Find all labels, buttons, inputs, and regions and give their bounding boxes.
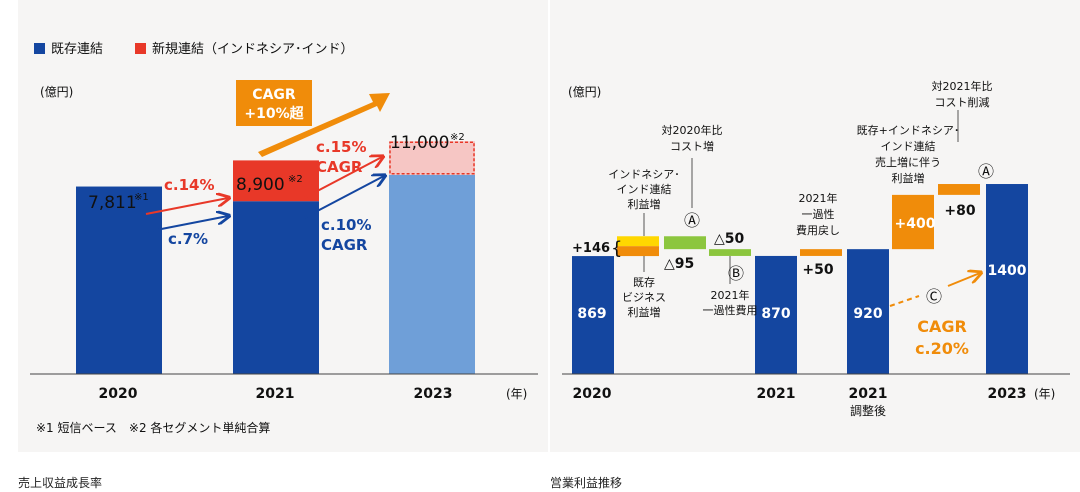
year-unit: (年) [1034, 387, 1055, 401]
step-label-plus146: +146 [572, 241, 610, 256]
label-c10-cagr: CAGR [321, 236, 368, 254]
cagr-value: c.20% [915, 339, 969, 358]
total-label-2023: 11,000 [390, 133, 449, 153]
note-indonesia-3: 利益増 [628, 197, 661, 211]
x-tick-2023: 2023 [988, 386, 1027, 402]
x-tick-2020: 2020 [573, 386, 612, 402]
bar-2021-adjusted [847, 249, 889, 374]
note-sales-2: インド連結 [881, 139, 936, 153]
cagr-arrow-dashed [889, 295, 920, 307]
x-tick-2021: 2021 [256, 386, 295, 402]
bar-2023-new-outline [389, 141, 475, 175]
label-c15: c.15% [316, 138, 367, 156]
legend-swatch-new [135, 43, 146, 54]
note-reversal-1: 2021年 [799, 191, 838, 205]
legend-label-existing: 既存連結 [51, 42, 103, 57]
x-tick-2023: 2023 [414, 386, 453, 402]
bar-value-2020: 869 [577, 306, 606, 322]
bar-new-2023 [389, 141, 475, 175]
note-indonesia-2: インド連結 [617, 182, 672, 196]
label-c7: c.7% [168, 230, 208, 248]
step-label-plus80: +80 [944, 203, 975, 219]
total-note-2020: ※1 [134, 192, 149, 203]
bar-existing-2021 [233, 201, 319, 374]
marker-a-right: Ⓐ [978, 162, 994, 181]
unit-label: (億円) [568, 85, 601, 99]
note-cost-2: コスト増 [670, 140, 714, 153]
bar-value-2021-adjusted: 920 [853, 306, 882, 322]
step-label-plus400: +400 [895, 216, 936, 232]
total-note-2023: ※2 [450, 132, 465, 143]
step-label-minus95: △95 [664, 256, 694, 272]
cagr-arrow-head [947, 273, 980, 287]
brace-glyph: { [611, 238, 622, 259]
total-note-2021: ※2 [288, 174, 303, 185]
note-one-time-1: 2021年 [711, 288, 750, 302]
step-one-time-reversal [800, 249, 842, 256]
caption-operating-profit: 営業利益推移 [550, 476, 623, 490]
revenue-chart-panel: 既存連結 新規連結（インドネシア･インド） (億円) 2020 2021 202… [18, 0, 548, 452]
x-tick-2021-adjusted: 2021 [849, 386, 888, 402]
unit-label: (億円) [40, 85, 73, 99]
note-business-3: 利益増 [628, 305, 661, 319]
operating-profit-chart-panel: (億円) 869 870 920 1400 2020 2021 2021 調整後… [550, 0, 1080, 452]
total-label-2021: 8,900 [236, 175, 285, 195]
step-one-time-expense [709, 249, 751, 256]
note-sales-4: 利益増 [892, 171, 925, 185]
step-cost-increase [664, 236, 706, 250]
bar-2023 [986, 184, 1028, 374]
bar-2021 [755, 255, 797, 374]
step-sales-increase [892, 194, 934, 250]
cagr-badge-line1: CAGR [252, 87, 296, 103]
bar-value-2021: 870 [761, 306, 790, 322]
label-c14: c.14% [164, 176, 215, 194]
bar-2020 [572, 256, 614, 374]
legend-label-new: 新規連結（インドネシア･インド） [152, 41, 354, 57]
x-tick-2021: 2021 [757, 386, 796, 402]
step-cost-reduction [938, 184, 980, 195]
note-reversal-2: 一過性 [802, 207, 835, 221]
note-business-2: ビジネス [622, 291, 666, 304]
note-sales-3: 売上増に伴う [875, 156, 941, 169]
x-tick-adjusted-sublabel: 調整後 [850, 403, 886, 418]
marker-a-left: Ⓐ [684, 211, 700, 230]
note-cost-cut-1: 対2021年比 [932, 79, 993, 93]
x-tick-2020: 2020 [99, 386, 138, 402]
revenue-chart: 既存連結 新規連結（インドネシア･インド） (億円) 2020 2021 202… [30, 41, 538, 435]
note-sales-1: 既存+インドネシア･ [857, 123, 960, 137]
bar-existing-2020 [76, 186, 162, 374]
step-label-minus50: △50 [714, 231, 745, 247]
marker-c: Ⓒ [926, 287, 942, 306]
step-existing-business-increase [617, 246, 659, 257]
arrow-c10 [303, 176, 384, 219]
legend-swatch-existing [34, 43, 45, 54]
caption-revenue: 売上収益成長率 [18, 476, 103, 490]
operating-profit-chart: (億円) 869 870 920 1400 2020 2021 2021 調整後… [562, 79, 1070, 418]
cagr-badge [236, 80, 312, 126]
footnote: ※1 短信ベース ※2 各セグメント単純合算 [36, 420, 270, 435]
cagr-badge-line2: +10%超 [244, 105, 304, 122]
bars-group [76, 141, 475, 374]
note-cost-cut-2: コスト削減 [935, 95, 990, 109]
marker-b: Ⓑ [728, 264, 744, 283]
note-indonesia-1: インドネシア･ [608, 168, 680, 181]
step-indonesia-india-increase [617, 236, 659, 247]
bar-new-2021 [233, 160, 319, 202]
cagr-big-arrow [258, 93, 390, 157]
label-c10: c.10% [321, 216, 372, 234]
total-label-2020: 7,811 [88, 193, 137, 213]
note-one-time-2: 一過性費用 [703, 303, 758, 317]
label-c15-cagr: CAGR [316, 158, 363, 176]
bar-existing-2023 [389, 174, 475, 374]
step-label-plus50: +50 [802, 262, 833, 278]
note-business-1: 既存 [633, 275, 655, 289]
note-cost-1: 対2020年比 [662, 123, 723, 137]
cagr-label: CAGR [917, 317, 967, 336]
arrow-c14 [145, 198, 228, 215]
note-reversal-3: 費用戻し [796, 223, 840, 237]
bar-value-2023: 1400 [988, 263, 1027, 279]
arrow-c7 [145, 216, 228, 233]
arrow-c15 [303, 157, 382, 199]
year-unit: (年) [506, 387, 527, 401]
